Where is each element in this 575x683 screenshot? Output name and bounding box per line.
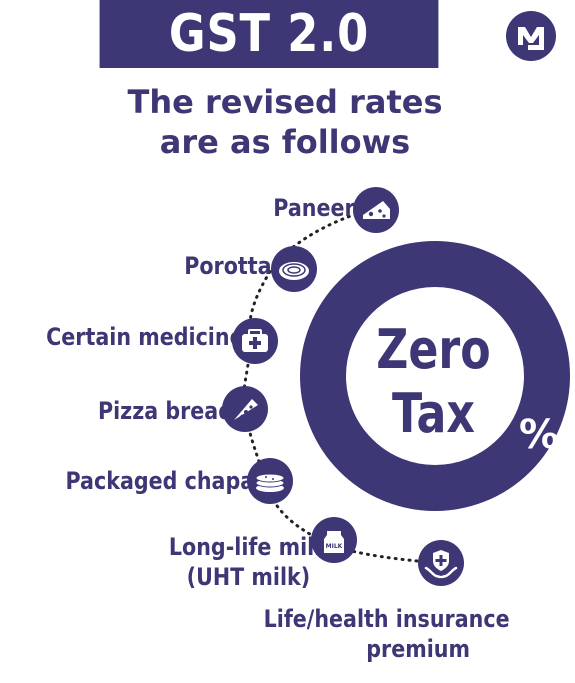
zero-tax-line-1: Zero bbox=[376, 318, 491, 381]
item-label-long-life-milk-line-1: Long-life milk bbox=[168, 533, 328, 561]
porotta-icon bbox=[271, 246, 317, 292]
zero-tax-text: Zero Tax bbox=[346, 318, 521, 446]
item-label-certain-medicines: Certain medicines bbox=[46, 323, 256, 351]
subtitle-line-1: The revised rates bbox=[127, 83, 443, 121]
item-label-porotta: Porotta bbox=[184, 252, 272, 280]
milk-carton-text: MILK bbox=[326, 543, 343, 550]
item-label-insurance-line-2: premium bbox=[366, 635, 470, 663]
m-logo-icon bbox=[518, 27, 544, 50]
percent-symbol: % bbox=[519, 412, 560, 458]
item-label-pizza-bread: Pizza bread bbox=[97, 397, 233, 425]
insurance-hands-icon bbox=[418, 540, 464, 586]
title-banner: GST 2.0 bbox=[99, 0, 439, 68]
first-aid-kit-icon bbox=[232, 318, 278, 364]
item-label-insurance: Life/health insurance premium bbox=[263, 604, 510, 664]
item-label-long-life-milk: Long-life milk (UHT milk) bbox=[169, 532, 328, 592]
subtitle: The revised rates are as follows bbox=[40, 82, 530, 162]
subtitle-line-2: are as follows bbox=[159, 123, 411, 161]
zero-tax-line-2: Tax bbox=[392, 382, 475, 445]
pizza-slice-icon bbox=[222, 386, 268, 432]
item-label-packaged-chapati: Packaged chapati bbox=[65, 467, 272, 495]
chapati-stack-icon bbox=[247, 458, 293, 504]
item-label-long-life-milk-line-2: (UHT milk) bbox=[186, 563, 311, 591]
item-label-insurance-line-1: Life/health insurance bbox=[263, 605, 510, 633]
page-title: GST 2.0 bbox=[168, 4, 370, 64]
item-label-paneer: Paneer bbox=[273, 194, 355, 222]
milk-carton-icon: MILK bbox=[311, 517, 357, 563]
brand-logo bbox=[506, 11, 556, 61]
cheese-icon bbox=[353, 187, 399, 233]
